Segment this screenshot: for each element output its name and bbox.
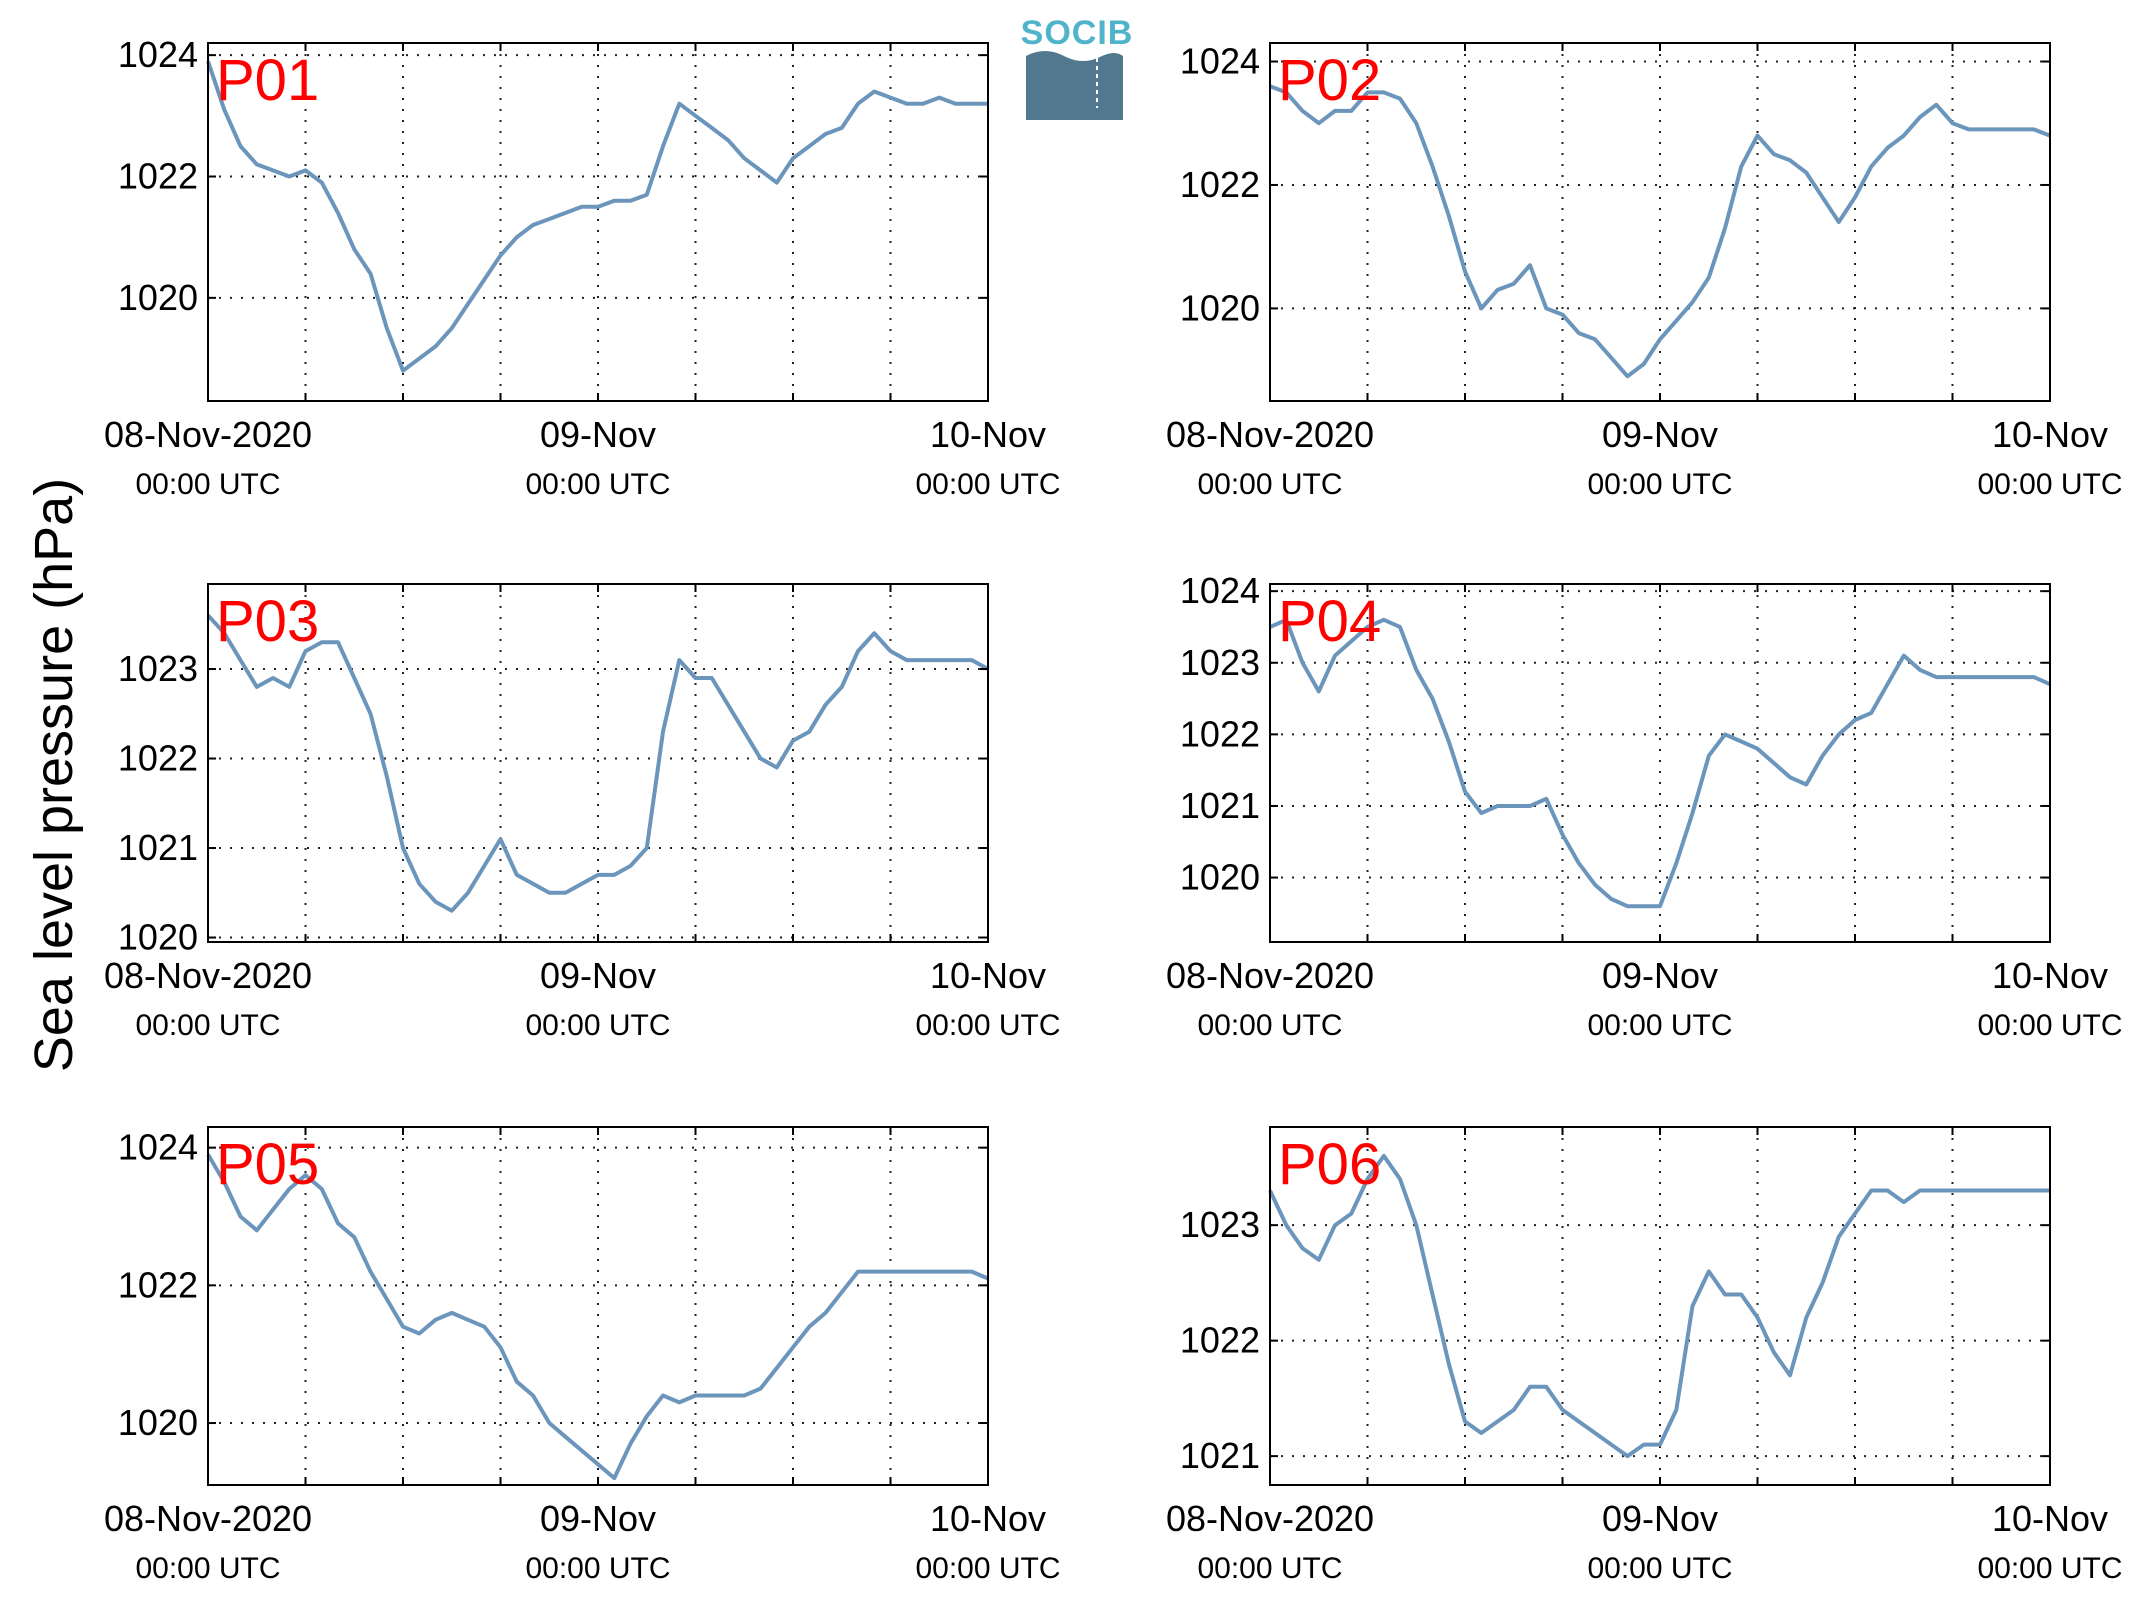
pressure-series-line bbox=[1269, 617, 2051, 909]
x-tick-date-label: 08-Nov-2020 bbox=[104, 955, 312, 996]
socib-logo-text: SOCIB bbox=[1021, 14, 1134, 52]
x-tick-time-label: 00:00 UTC bbox=[1587, 1009, 1732, 1042]
x-tick-date-label: 10-Nov bbox=[1992, 1498, 2108, 1539]
panel-p05: 1020 1022 1024 08-Nov-2020 00:00 UTC 09-Nov 00… bbox=[104, 1126, 1061, 1585]
pressure-series-line bbox=[206, 1153, 989, 1481]
x-tick-time-label: 00:00 UTC bbox=[1977, 1552, 2122, 1585]
y-tick-label: 1020 bbox=[118, 917, 198, 958]
y-tick-label: 1023 bbox=[1180, 1204, 1260, 1245]
panel-p06: 1021 1022 1023 08-Nov-2020 00:00 UTC 09-Nov 00… bbox=[1166, 1126, 2123, 1585]
y-tick-label: 1021 bbox=[1180, 785, 1260, 826]
panel-label: P02 bbox=[1278, 48, 1381, 113]
y-tick-label: 1024 bbox=[118, 1127, 198, 1168]
axes-frame bbox=[1269, 42, 2051, 402]
x-tick-date-label: 09-Nov bbox=[540, 955, 656, 996]
pressure-series-line bbox=[1269, 84, 2051, 379]
y-tick-label: 1022 bbox=[1180, 1320, 1260, 1361]
panel-label: P01 bbox=[216, 48, 319, 113]
y-tick-label: 1021 bbox=[1180, 1435, 1260, 1476]
x-tick-date-label: 10-Nov bbox=[1992, 414, 2108, 455]
y-tick-label: 1020 bbox=[118, 277, 198, 318]
x-tick-date-label: 08-Nov-2020 bbox=[104, 1498, 312, 1539]
x-tick-time-label: 00:00 UTC bbox=[1197, 1009, 1342, 1042]
panel-p02: 1020 1022 1024 08-Nov-2020 00:00 UTC 09-Nov 00… bbox=[1166, 41, 2123, 501]
y-tick-label: 1020 bbox=[1180, 287, 1260, 328]
x-tick-time-label: 00:00 UTC bbox=[525, 1009, 670, 1042]
socib-logo-wave bbox=[1026, 51, 1123, 120]
x-tick-date-label: 10-Nov bbox=[930, 955, 1046, 996]
panel-label: P04 bbox=[1278, 589, 1381, 654]
x-tick-time-label: 00:00 UTC bbox=[1197, 1552, 1342, 1585]
x-tick-date-label: 09-Nov bbox=[1602, 414, 1718, 455]
panel-label: P05 bbox=[216, 1132, 319, 1197]
pressure-series-line bbox=[206, 613, 989, 913]
axes-frame bbox=[1269, 583, 2051, 943]
panel-p04: 1020 1021 1022 1023 1024 08-Nov-2020 00:00 UTC… bbox=[1166, 570, 2123, 1042]
x-tick-date-label: 09-Nov bbox=[1602, 1498, 1718, 1539]
x-tick-date-label: 08-Nov-2020 bbox=[104, 414, 312, 455]
y-tick-label: 1023 bbox=[1180, 642, 1260, 683]
y-tick-label: 1022 bbox=[1180, 713, 1260, 754]
y-tick-label: 1022 bbox=[118, 155, 198, 196]
x-tick-time-label: 00:00 UTC bbox=[135, 1552, 280, 1585]
x-tick-date-label: 10-Nov bbox=[1992, 955, 2108, 996]
x-tick-time-label: 00:00 UTC bbox=[1977, 1009, 2122, 1042]
panel-label: P03 bbox=[216, 589, 319, 654]
x-tick-date-label: 10-Nov bbox=[930, 414, 1046, 455]
x-tick-time-label: 00:00 UTC bbox=[525, 468, 670, 501]
socib-logo: SOCIB bbox=[1021, 14, 1134, 120]
panel-p03: 1020 1021 1022 1023 08-Nov-2020 00:00 UTC 09-N… bbox=[104, 583, 1061, 1042]
pressure-series-line bbox=[206, 60, 988, 373]
y-tick-label: 1020 bbox=[118, 1402, 198, 1443]
x-tick-time-label: 00:00 UTC bbox=[915, 1009, 1060, 1042]
x-tick-date-label: 10-Nov bbox=[930, 1498, 1046, 1539]
y-tick-label: 1022 bbox=[118, 1264, 198, 1305]
x-tick-date-label: 08-Nov-2020 bbox=[1166, 414, 1374, 455]
x-tick-date-label: 08-Nov-2020 bbox=[1166, 955, 1374, 996]
axes-frame bbox=[207, 1126, 989, 1486]
panel-p01: 1020 1022 1024 08-Nov-2020 00:00 UTC 09-Nov 00… bbox=[104, 34, 1061, 501]
y-tick-label: 1023 bbox=[118, 648, 198, 689]
pressure-series-line bbox=[1268, 1153, 2050, 1459]
x-tick-time-label: 00:00 UTC bbox=[915, 1552, 1060, 1585]
x-tick-date-label: 08-Nov-2020 bbox=[1166, 1498, 1374, 1539]
axes-frame bbox=[1269, 1126, 2051, 1486]
y-tick-label: 1024 bbox=[118, 34, 198, 75]
x-tick-time-label: 00:00 UTC bbox=[135, 1009, 280, 1042]
y-tick-label: 1024 bbox=[1180, 570, 1260, 611]
y-tick-label: 1024 bbox=[1180, 41, 1260, 82]
axes-frame bbox=[207, 42, 989, 402]
x-tick-time-label: 00:00 UTC bbox=[1197, 468, 1342, 501]
x-tick-time-label: 00:00 UTC bbox=[525, 1552, 670, 1585]
x-tick-time-label: 00:00 UTC bbox=[1587, 1552, 1732, 1585]
panel-label: P06 bbox=[1278, 1132, 1381, 1197]
x-tick-date-label: 09-Nov bbox=[540, 1498, 656, 1539]
y-axis-label: Sea level pressure (hPa) bbox=[24, 478, 84, 1072]
y-tick-label: 1021 bbox=[118, 827, 198, 868]
y-tick-label: 1020 bbox=[1180, 857, 1260, 898]
y-tick-label: 1022 bbox=[118, 738, 198, 779]
x-tick-date-label: 09-Nov bbox=[540, 414, 656, 455]
x-tick-time-label: 00:00 UTC bbox=[1587, 468, 1732, 501]
y-tick-label: 1022 bbox=[1180, 164, 1260, 205]
x-tick-time-label: 00:00 UTC bbox=[135, 468, 280, 501]
x-tick-date-label: 09-Nov bbox=[1602, 955, 1718, 996]
x-tick-time-label: 00:00 UTC bbox=[915, 468, 1060, 501]
x-tick-time-label: 00:00 UTC bbox=[1977, 468, 2122, 501]
